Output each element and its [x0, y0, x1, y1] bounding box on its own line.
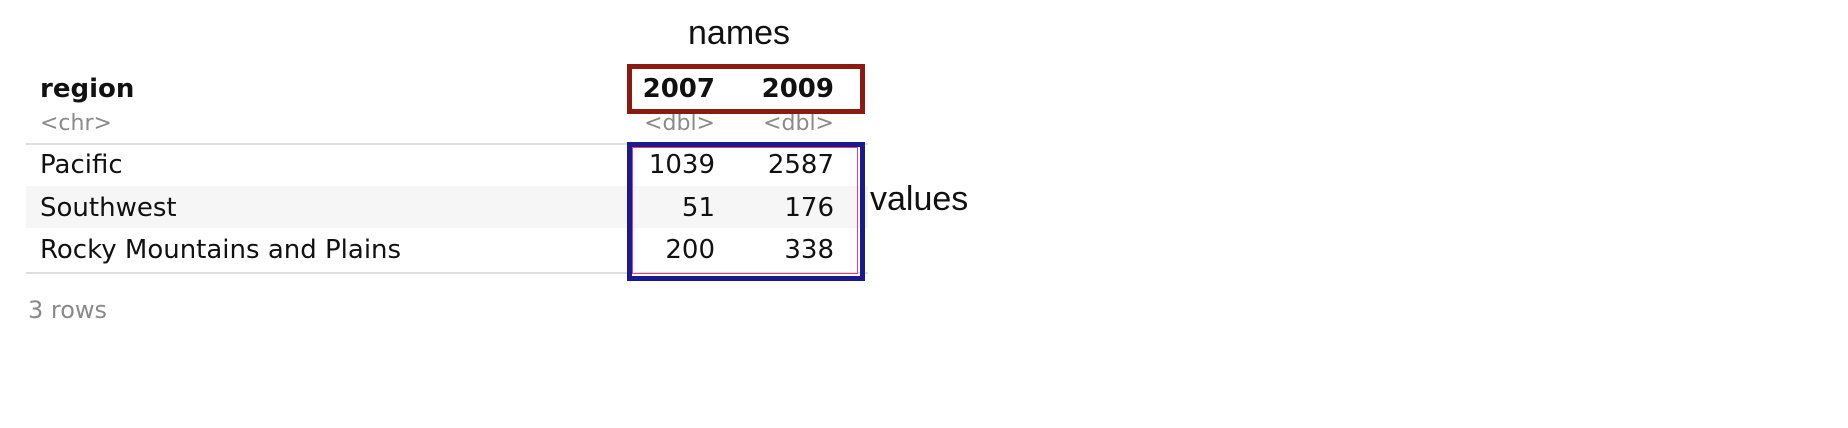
cell-region: Rocky Mountains and Plains — [40, 235, 402, 265]
values-highlight-box — [627, 142, 865, 281]
column-header-2007: 2007 — [642, 74, 715, 104]
column-type-2007: <dbl> — [644, 111, 715, 136]
column-header-region: region — [40, 74, 135, 104]
column-type-2009: <dbl> — [763, 111, 834, 136]
cell-2007: 200 — [665, 235, 715, 265]
cell-2007: 51 — [681, 193, 715, 223]
cell-2009: 176 — [784, 193, 834, 223]
cell-region: Pacific — [40, 150, 123, 180]
header-divider — [26, 143, 868, 145]
values-highlight-inner-border — [632, 147, 858, 274]
row-count-footer: 3 rows — [28, 296, 108, 324]
names-annotation-label: names — [688, 14, 791, 52]
cell-2009: 2587 — [767, 150, 834, 180]
column-header-2009: 2009 — [761, 74, 834, 104]
row-stripe — [26, 186, 868, 228]
table-bottom-divider — [26, 272, 868, 274]
column-type-region: <chr> — [40, 111, 112, 136]
values-annotation-label: values — [870, 180, 969, 218]
cell-region: Southwest — [40, 193, 177, 223]
cell-2009: 338 — [784, 235, 834, 265]
names-highlight-box — [627, 64, 865, 114]
cell-2007: 1039 — [648, 150, 715, 180]
